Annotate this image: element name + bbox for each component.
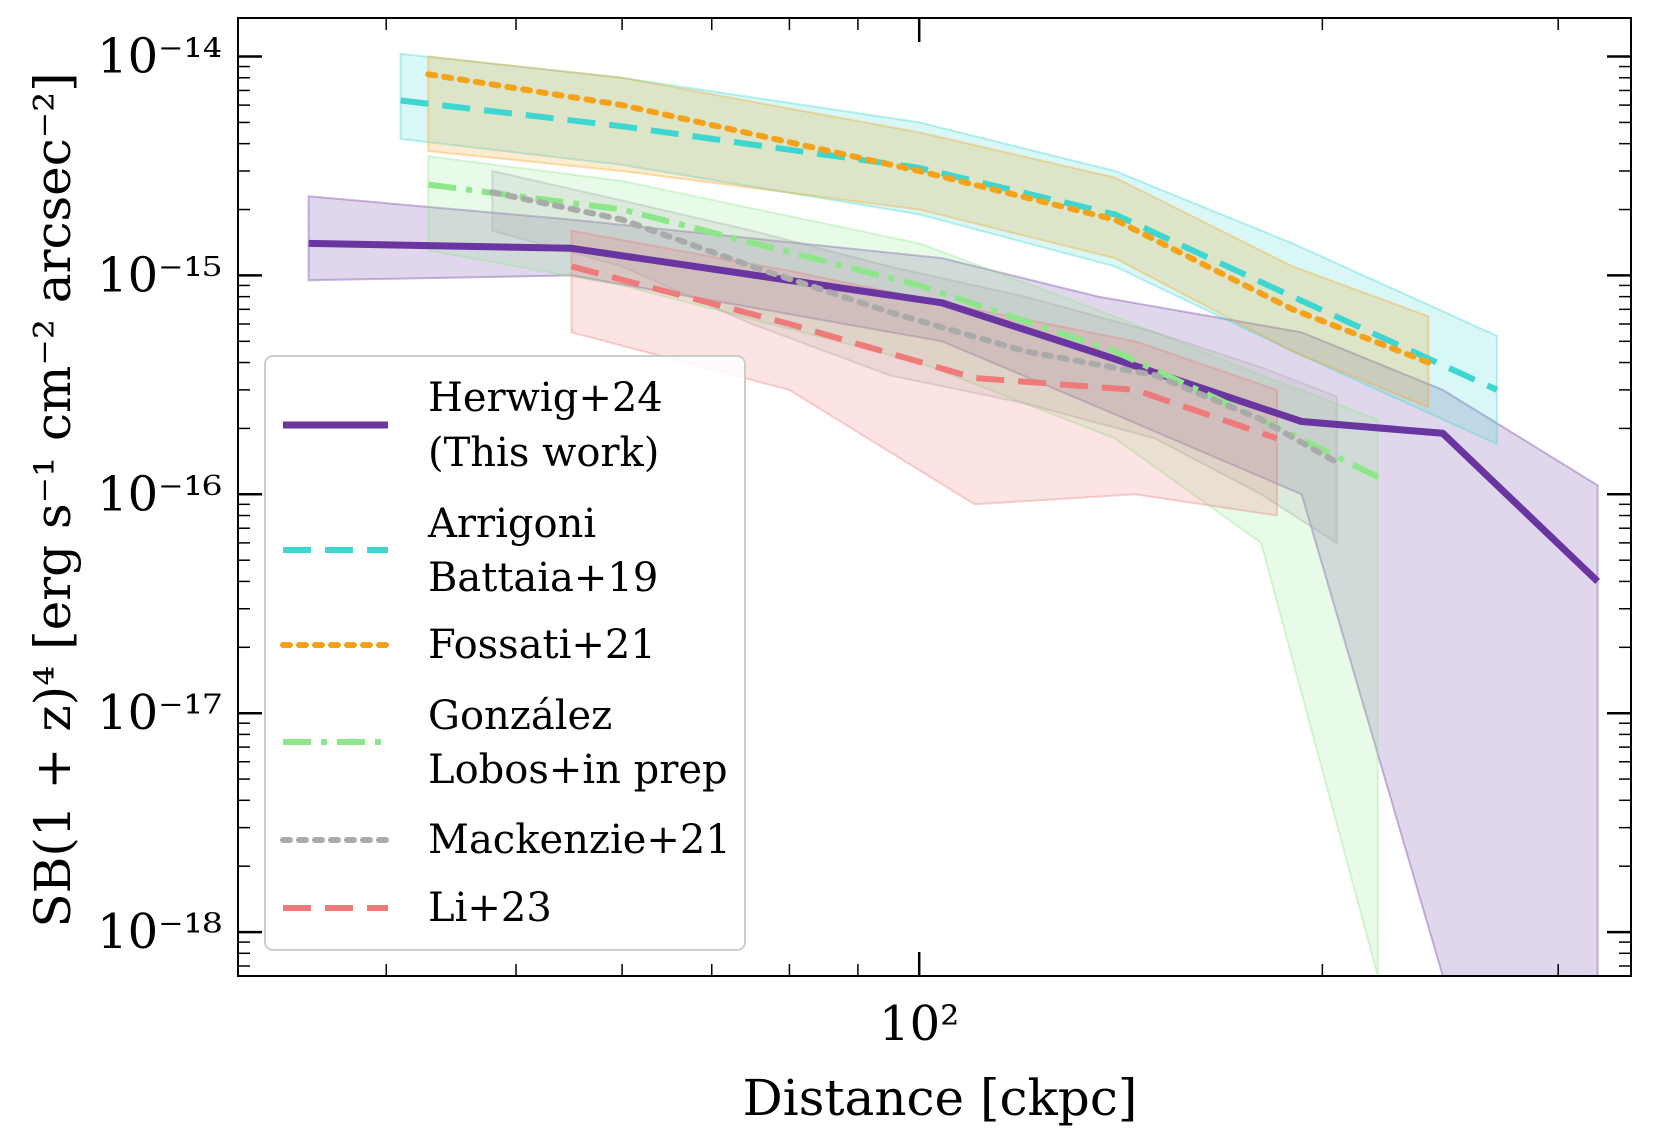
legend-label-fossati-21: Fossati+21 — [428, 622, 656, 668]
axis-tick-labels: 10⁻¹⁴ 10⁻¹⁵ 10⁻¹⁶ 10⁻¹⁷ 10⁻¹⁸ 10² — [97, 29, 959, 1052]
line-arrigoni — [400, 97, 1499, 393]
y-tick-label: 10⁻¹⁶ — [97, 466, 222, 522]
series-lines — [308, 71, 1601, 584]
legend-label-herwig-24-line2: (This work) — [428, 430, 659, 476]
x-axis-label: Distance [ckpc] — [743, 1069, 1138, 1127]
line-fossati-21 — [425, 71, 1432, 366]
line-li-23 — [570, 263, 1278, 442]
legend-box — [264, 355, 746, 951]
plot-frame — [237, 17, 1632, 977]
legend-label-arrigoni-line2: Battaia+19 — [428, 555, 658, 601]
y-tick-label: 10⁻¹⁸ — [97, 904, 222, 960]
axis-ticks — [238, 18, 1631, 976]
y-tick-label: 10⁻¹⁷ — [97, 685, 222, 741]
legend-label-gonzalez: González — [428, 693, 612, 739]
y-axis-label: SB(1 + z)⁴ [erg s⁻¹ cm⁻² arcsec⁻²] — [24, 72, 82, 927]
legend-label-herwig-24: Herwig+24 — [428, 375, 663, 421]
band-fossati-21 — [427, 55, 1430, 409]
legend-label-gonzalez-line2: Lobos+in prep — [428, 747, 728, 793]
legend-label-arrigoni: Arrigoni — [427, 501, 596, 547]
line-herwig-24 — [308, 239, 1601, 584]
y-tick-label: 10⁻¹⁵ — [97, 247, 222, 303]
y-tick-label: 10⁻¹⁴ — [97, 29, 222, 85]
legend: Herwig+24 (This work) Arrigoni Battaia+19 Fo… — [264, 355, 746, 951]
legend-label-li-23: Li+23 — [428, 885, 552, 931]
legend-label-mackenzie-21: Mackenzie+21 — [428, 817, 731, 863]
line-mackenzie-21 — [489, 189, 1340, 466]
band-arrigoni — [399, 52, 1498, 446]
error-bands — [307, 52, 1599, 977]
x-tick-label: 10² — [879, 996, 959, 1052]
